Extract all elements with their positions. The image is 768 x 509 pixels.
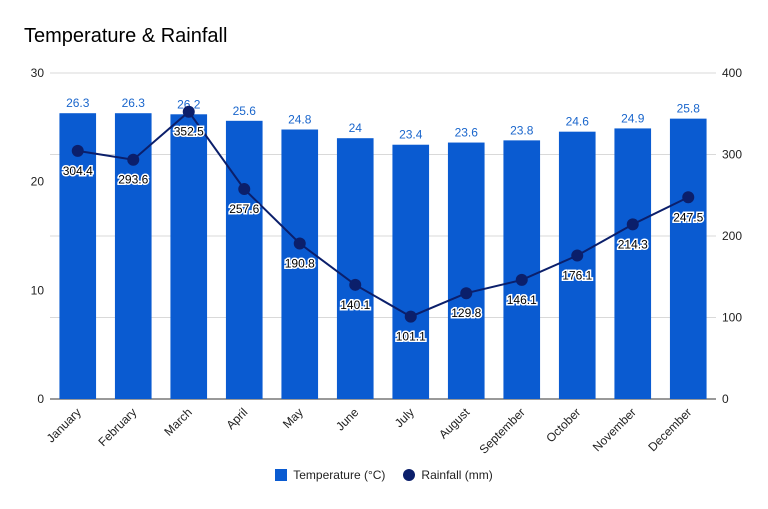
line-data-label: 257.6	[229, 202, 259, 216]
line-data-label: 304.4	[63, 164, 93, 178]
bar-data-label: 23.4	[399, 128, 423, 142]
bar-data-label: 24.8	[288, 113, 312, 127]
bar-data-label: 26.3	[66, 96, 90, 110]
bar	[336, 138, 374, 399]
x-tick-label: May	[280, 405, 306, 431]
y-right-tick-label: 200	[722, 229, 742, 243]
bar	[669, 118, 707, 399]
line-point	[127, 153, 140, 166]
x-tick-label: September	[476, 405, 527, 456]
line-data-label: 129.8	[451, 306, 481, 320]
line-point	[626, 218, 639, 231]
rainfall-line	[77, 110, 689, 318]
line-point	[571, 249, 584, 262]
y-left-tick-label: 10	[31, 283, 45, 297]
y-right-tick-label: 0	[722, 392, 729, 406]
bar	[392, 144, 430, 399]
x-tick-label: June	[333, 405, 362, 434]
line-point	[182, 105, 195, 118]
bar	[281, 129, 319, 400]
x-tick-label: January	[44, 405, 84, 445]
bar-data-label: 24	[349, 121, 363, 135]
bar-data-label: 23.8	[510, 123, 534, 137]
legend-item-temperature[interactable]: Temperature (°C)	[275, 468, 385, 482]
line-data-label: 176.1	[562, 268, 592, 282]
y-left-tick-label: 20	[31, 175, 45, 189]
line-point	[404, 310, 417, 323]
x-tick-label: November	[590, 405, 639, 454]
bar	[225, 120, 263, 400]
line-data-label: 214.3	[618, 237, 648, 251]
line-point	[293, 237, 306, 250]
bar	[614, 128, 652, 400]
line-data-label: 140.1	[340, 298, 370, 312]
bar-data-label: 26.3	[122, 96, 146, 110]
y-left-tick-label: 30	[31, 66, 45, 80]
bar-data-label: 24.9	[621, 111, 645, 125]
x-tick-label: April	[223, 405, 250, 432]
line-data-label: 352.5	[174, 125, 204, 139]
legend-label-temperature: Temperature (°C)	[293, 468, 386, 482]
line-data-label: 247.5	[673, 210, 703, 224]
y-right-tick-label: 400	[722, 66, 742, 80]
x-tick-label: July	[392, 405, 417, 430]
x-tick-label: October	[543, 405, 583, 445]
bar-data-label: 26.2	[177, 97, 201, 111]
bar	[558, 131, 596, 399]
x-tick-label: December	[645, 405, 694, 454]
line-data-label: 146.1	[507, 293, 537, 307]
line-point	[71, 144, 84, 157]
line-point	[682, 191, 695, 204]
legend-swatch-bar	[275, 469, 288, 481]
line-data-label: 190.8	[285, 256, 315, 270]
legend-label-rainfall: Rainfall (mm)	[421, 468, 493, 482]
y-left-tick-label: 0	[37, 392, 44, 406]
bar	[59, 113, 97, 399]
line-point	[349, 278, 362, 291]
bar-data-label: 24.6	[566, 115, 590, 129]
line-data-label: 293.6	[118, 173, 148, 187]
line-point	[238, 183, 251, 196]
x-tick-label: March	[161, 405, 194, 438]
legend-item-rainfall[interactable]: Rainfall (mm)	[403, 468, 493, 482]
x-tick-label: February	[96, 405, 140, 449]
legend: Temperature (°C) Rainfall (mm)	[0, 468, 768, 482]
bar-data-label: 25.6	[233, 104, 257, 118]
bar-data-label: 25.8	[677, 102, 701, 116]
y-right-tick-label: 300	[722, 148, 742, 162]
y-right-tick-label: 100	[722, 311, 742, 325]
bar	[447, 142, 485, 399]
legend-swatch-dot	[403, 469, 416, 481]
chart-title: Temperature & Rainfall	[24, 25, 228, 47]
line-point	[460, 287, 473, 300]
bar	[503, 140, 541, 399]
bar-data-label: 23.6	[455, 126, 479, 140]
bar	[170, 114, 208, 399]
x-tick-label: August	[436, 405, 473, 442]
line-point	[515, 273, 528, 286]
line-data-label: 101.1	[396, 330, 426, 344]
